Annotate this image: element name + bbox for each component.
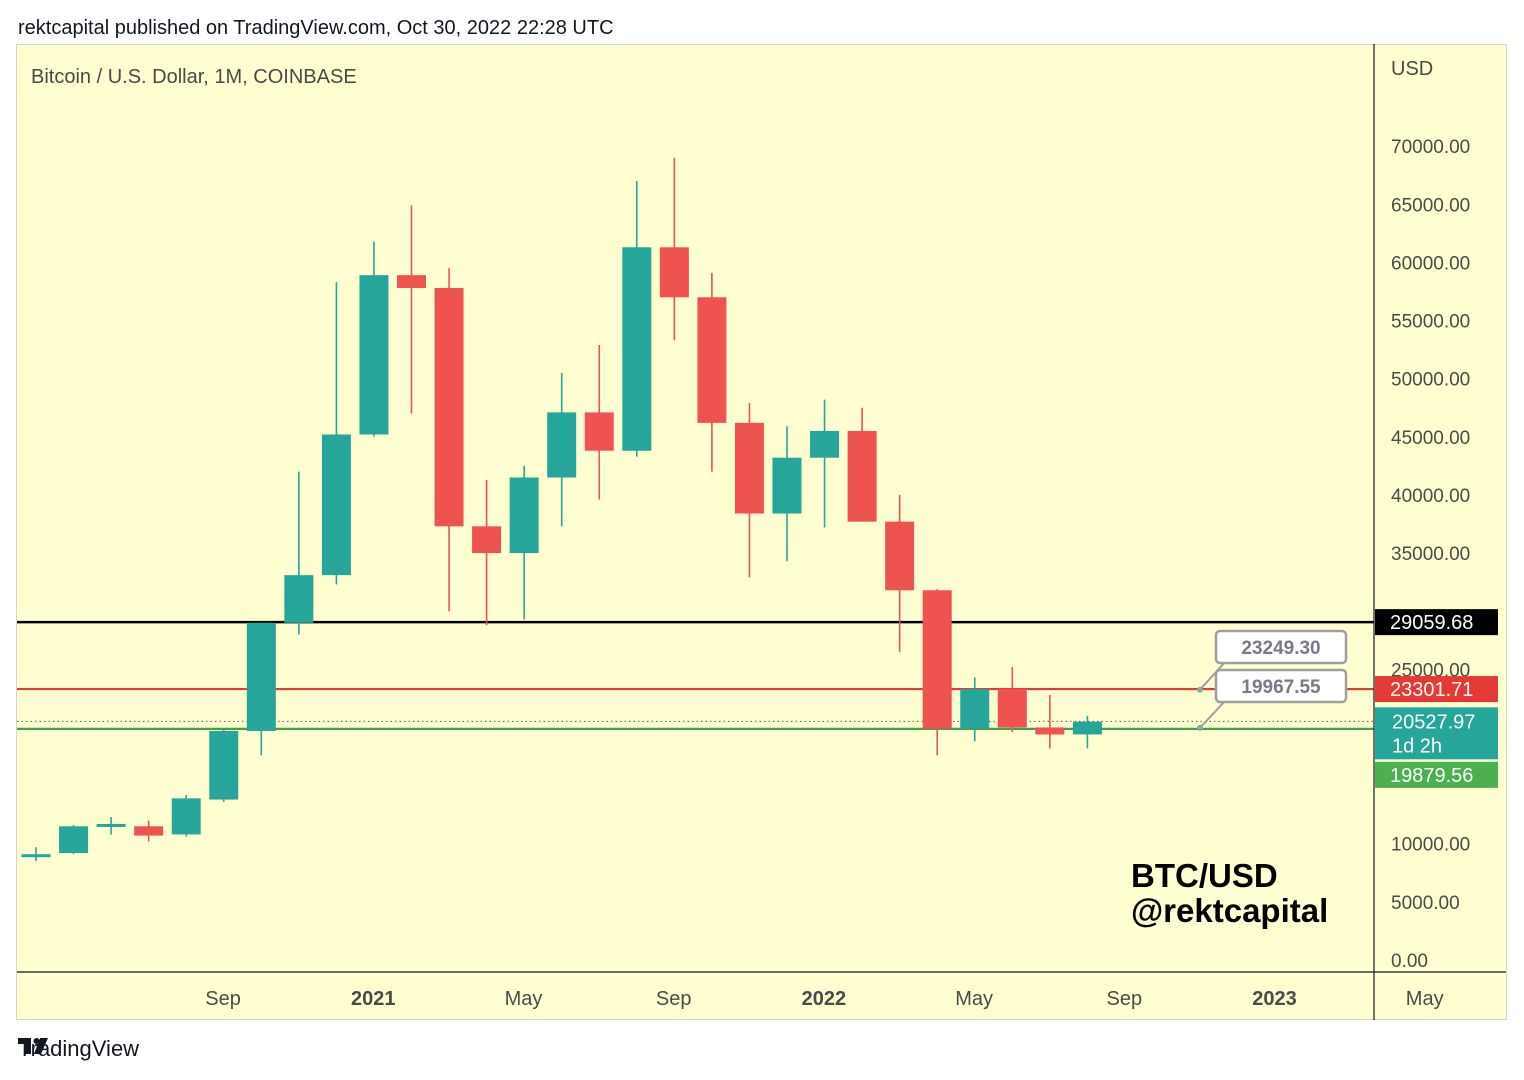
candle-body	[284, 575, 314, 623]
y-tick-label: 40000.00	[1391, 486, 1470, 507]
green-level-price-tag-bg	[1375, 761, 1498, 788]
x-tick-label: 2021	[351, 988, 396, 1010]
x-tick-label: Sep	[656, 988, 692, 1010]
candle-body	[96, 823, 126, 827]
candle-body	[659, 247, 689, 298]
watermark-pair: BTC/USD	[1131, 857, 1278, 894]
callout-anchor-dot	[1197, 724, 1203, 731]
x-tick-label: Sep	[205, 988, 241, 1010]
callout-label: 19967.55	[1241, 677, 1321, 698]
candle-body	[509, 477, 539, 554]
candle-body	[547, 412, 577, 478]
callout-pointer	[1199, 699, 1236, 729]
x-tick-label: Sep	[1107, 988, 1143, 1010]
black-level-price-tag-bg	[1375, 609, 1498, 636]
x-tick-label: May	[505, 988, 543, 1010]
x-tick-label: 2022	[802, 988, 847, 1010]
candles-layer	[21, 157, 1102, 862]
y-tick-label: 35000.00	[1391, 544, 1470, 565]
candlestick-chart[interactable]: 0.005000.0010000.0025000.0035000.0040000…	[0, 0, 1524, 1030]
green-level-price-tag: 19879.56	[1390, 765, 1473, 787]
chart-title: Bitcoin / U.S. Dollar, 1M, COINBASE	[31, 66, 357, 88]
candle-body	[922, 590, 952, 729]
x-tick-label: 2023	[1252, 988, 1297, 1010]
candle-body	[134, 826, 164, 836]
candle-body	[1035, 727, 1065, 735]
x-tick-label: May	[955, 988, 993, 1010]
current-price-tag-bg	[1375, 707, 1498, 760]
callout-anchor-dot	[1197, 686, 1203, 693]
callout-box	[1214, 668, 1348, 704]
red-level-price-tag-bg	[1375, 676, 1498, 703]
y-tick-label: 60000.00	[1391, 253, 1470, 274]
publisher-line: rektcapital published on TradingView.com…	[18, 17, 614, 39]
currency-label: USD	[1391, 58, 1433, 80]
candle-body	[434, 287, 464, 527]
candle-body	[397, 275, 426, 288]
candle-body	[209, 730, 239, 800]
black-level-price-tag: 29059.68	[1390, 612, 1473, 634]
callout-label: 23249.30	[1241, 638, 1320, 659]
y-tick-label: 5000.00	[1391, 893, 1460, 914]
watermark-author: @rektcapital	[1131, 892, 1328, 929]
tradingview-footer[interactable]: TradingView	[18, 1036, 139, 1062]
chart-frame[interactable]	[16, 44, 1507, 1020]
axis-layer: 0.005000.0010000.0025000.0035000.0040000…	[17, 44, 1506, 1020]
candle-body	[997, 689, 1027, 728]
candle-body	[171, 798, 201, 835]
countdown-tag: 1d 2h	[1392, 735, 1442, 757]
horizontal-lines-layer	[17, 620, 1374, 730]
candle-body	[734, 422, 764, 514]
candle-body	[960, 689, 990, 729]
candle-body	[772, 457, 802, 514]
y-tick-label: 70000.00	[1391, 137, 1470, 158]
y-tick-label: 0.00	[1391, 951, 1428, 972]
callouts-layer: 23249.30 19967.55	[1197, 629, 1348, 731]
y-tick-label: 55000.00	[1391, 312, 1470, 333]
y-tick-label: 65000.00	[1391, 195, 1470, 216]
candle-body	[1072, 721, 1102, 735]
candle-body	[810, 430, 840, 458]
y-tick-label: 50000.00	[1391, 370, 1470, 391]
candle-body	[885, 521, 915, 591]
candle-body	[622, 247, 652, 451]
candle-body	[21, 854, 51, 858]
current-price-tag: 20527.97	[1392, 711, 1475, 733]
candle-body	[697, 297, 727, 423]
candle-body	[246, 622, 276, 731]
candle-body	[359, 275, 389, 435]
callout-box	[1214, 629, 1348, 665]
candle-body	[321, 434, 351, 576]
candle-body	[584, 412, 614, 451]
candle-body	[472, 526, 502, 554]
tradingview-logo-icon	[18, 1038, 48, 1054]
candle-body	[59, 826, 89, 854]
y-tick-label: 45000.00	[1391, 428, 1470, 449]
candle-body	[847, 430, 877, 522]
y-tick-label: 10000.00	[1391, 835, 1470, 856]
x-tick-label: May	[1406, 988, 1444, 1010]
red-level-price-tag: 23301.71	[1390, 679, 1473, 701]
